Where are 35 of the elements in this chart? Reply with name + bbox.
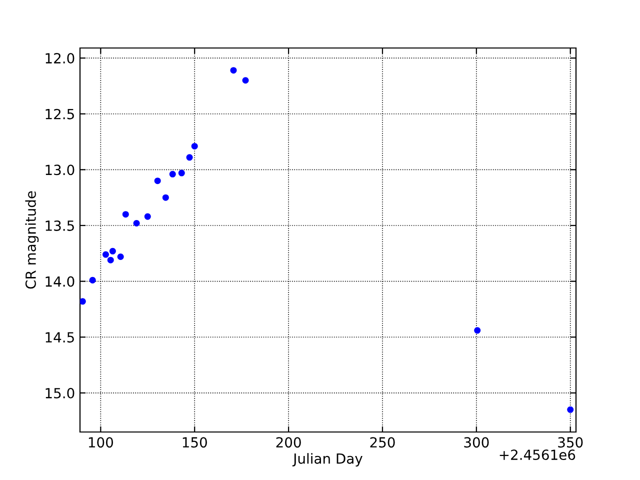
point: [178, 170, 185, 176]
x-tick-label: 200: [276, 437, 301, 448]
point: [133, 220, 140, 227]
y-tick-label: 14.5: [46, 332, 74, 343]
point: [191, 142, 198, 150]
point: [80, 298, 86, 305]
y-tick-label: 12.0: [46, 53, 74, 64]
point: [122, 211, 129, 218]
x-tick-label: 250: [370, 437, 395, 448]
point: [107, 256, 114, 264]
point: [242, 77, 249, 84]
y-tick-label: 13.0: [46, 164, 74, 176]
point: [102, 251, 109, 258]
point: [117, 253, 124, 260]
point: [186, 154, 193, 161]
point: [144, 213, 151, 220]
y-tick-label: 12.5: [46, 108, 74, 120]
text: +2.4561e6: [500, 450, 576, 460]
x-axis-title: Julian Day: [292, 453, 362, 467]
point: [567, 406, 574, 413]
x-tick-label: 350: [558, 437, 583, 448]
point: [109, 248, 116, 254]
point: [89, 276, 96, 284]
point: [169, 170, 176, 178]
point: [162, 194, 169, 201]
x-tick-label: 100: [88, 437, 113, 448]
y-tick-label: 14.0: [46, 276, 74, 287]
x-tick-label: 300: [464, 437, 489, 448]
y-tick-label: 15.0: [46, 388, 74, 398]
point: [154, 178, 161, 184]
y-tick-label: 13.5: [46, 220, 74, 231]
x-tick-label: 150: [182, 437, 207, 448]
point: [474, 327, 481, 334]
point: [230, 67, 237, 74]
y-axis-title: CR magnitude: [25, 191, 39, 289]
